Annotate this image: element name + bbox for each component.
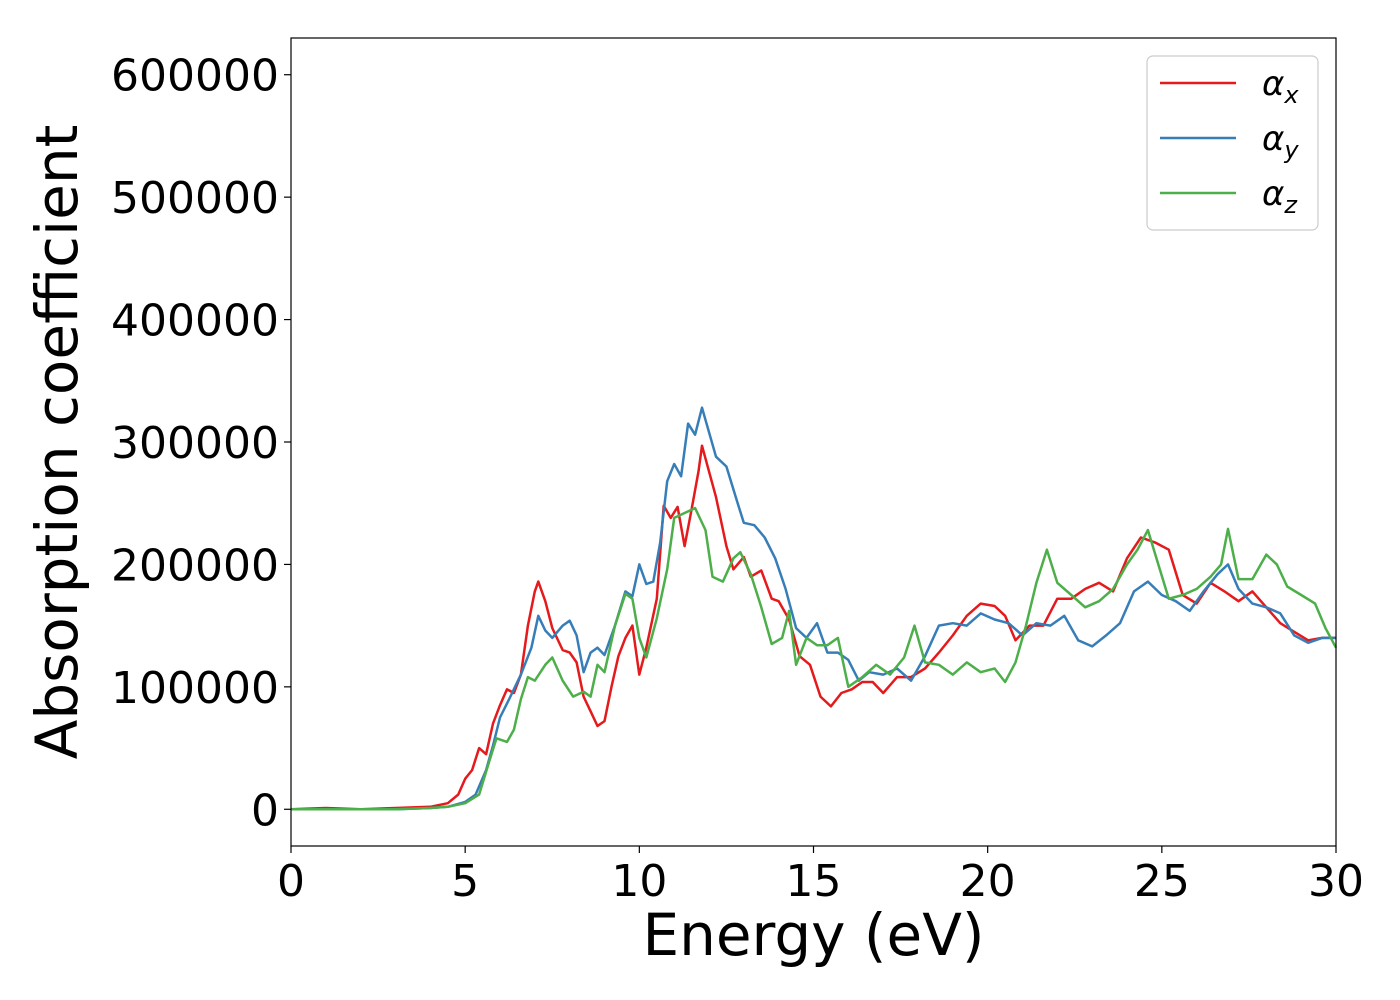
y-tick-label: 0 <box>251 785 279 836</box>
legend-label-base: α <box>1262 64 1284 104</box>
y-tick-label: 600000 <box>111 51 279 102</box>
y-tick-label: 500000 <box>111 173 279 224</box>
y-tick-label: 400000 <box>111 296 279 347</box>
x-tick-label: 15 <box>786 856 842 907</box>
legend-label-z: αz <box>1262 174 1298 219</box>
x-axis-title: Energy (eV) <box>642 901 984 969</box>
x-tick-label: 5 <box>451 856 479 907</box>
series-layer <box>290 406 1338 811</box>
legend-label-base: α <box>1262 174 1284 214</box>
legend-label-base: α <box>1262 119 1284 159</box>
x-tick-label: 30 <box>1308 856 1364 907</box>
x-tick-label: 20 <box>960 856 1016 907</box>
y-axis: 0 100000 200000 300000 400000 500000 600000 <box>111 51 291 836</box>
series-line-z <box>291 506 1338 811</box>
series-line-y <box>291 406 1336 811</box>
legend-box <box>1146 55 1319 231</box>
legend-label-y: αy <box>1262 119 1299 164</box>
y-axis-title: Absorption coefficient <box>23 125 91 760</box>
legend-label-subscript: z <box>1283 191 1298 219</box>
legend-label-x: αx <box>1262 64 1299 109</box>
x-axis: 0 5 10 15 20 25 30 <box>277 846 1364 907</box>
y-tick-label: 300000 <box>111 418 279 469</box>
legend-label-subscript: y <box>1283 136 1299 164</box>
x-tick-label: 25 <box>1134 856 1190 907</box>
y-tick-label: 100000 <box>111 663 279 714</box>
x-tick-label: 0 <box>277 856 305 907</box>
x-tick-label: 10 <box>611 856 667 907</box>
y-tick-label: 200000 <box>111 540 279 591</box>
legend-label-subscript: x <box>1283 81 1299 109</box>
